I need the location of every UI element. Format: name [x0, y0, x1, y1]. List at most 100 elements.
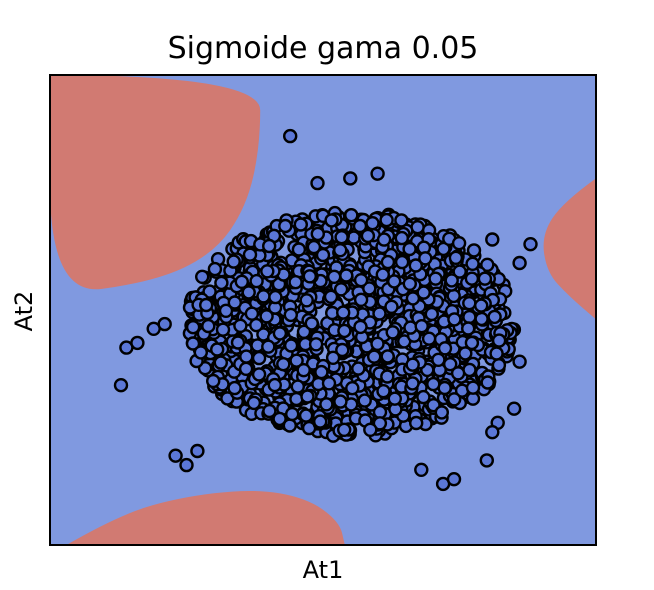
data-point	[405, 376, 420, 391]
chart-title: Sigmoide gama 0.05	[168, 31, 479, 66]
data-point	[443, 357, 458, 372]
data-point	[157, 316, 172, 332]
data-point	[227, 380, 242, 396]
data-point	[353, 292, 369, 307]
data-point	[376, 232, 392, 247]
data-point	[272, 411, 287, 427]
data-point	[334, 229, 349, 245]
data-point	[480, 375, 495, 390]
data-point	[462, 362, 477, 378]
data-point	[234, 274, 250, 289]
x-axis-label: At1	[303, 556, 344, 584]
data-point	[480, 257, 495, 272]
decision-region-right	[543, 178, 596, 320]
data-point	[353, 319, 368, 335]
data-point	[256, 289, 271, 304]
data-point	[394, 254, 410, 270]
data-point	[230, 335, 246, 350]
data-point	[464, 335, 480, 351]
data-point	[319, 397, 334, 412]
data-point	[372, 306, 387, 321]
data-point	[506, 401, 522, 416]
data-point	[333, 282, 349, 297]
data-point	[367, 349, 382, 364]
data-point	[384, 299, 399, 314]
data-point	[262, 403, 277, 419]
data-point	[283, 128, 298, 144]
data-point	[402, 241, 417, 257]
data-point	[233, 318, 248, 333]
data-point	[428, 271, 443, 286]
data-point	[268, 289, 283, 305]
data-point	[474, 298, 489, 313]
data-point	[485, 425, 500, 440]
data-point	[402, 276, 417, 291]
data-point	[414, 319, 429, 334]
data-point	[190, 443, 205, 459]
data-point	[351, 361, 366, 376]
data-point	[296, 363, 311, 378]
data-point	[360, 228, 376, 244]
decision-region-top-left	[50, 75, 261, 290]
data-point	[185, 336, 201, 351]
data-point	[418, 251, 433, 266]
data-point	[267, 377, 282, 393]
data-point	[434, 405, 449, 420]
data-point	[214, 275, 229, 291]
data-point	[293, 217, 308, 232]
data-point	[465, 256, 480, 271]
data-point	[370, 336, 385, 351]
data-point	[466, 243, 482, 258]
data-point	[261, 339, 276, 354]
data-point	[409, 415, 424, 431]
data-point	[249, 273, 264, 289]
data-point	[251, 367, 267, 382]
data-point	[450, 366, 466, 381]
data-point	[241, 285, 256, 300]
data-point	[215, 322, 231, 337]
data-point	[227, 295, 243, 310]
data-point	[333, 242, 348, 258]
data-point	[345, 381, 360, 396]
data-point	[380, 254, 396, 270]
data-point	[321, 376, 337, 391]
data-point	[325, 350, 341, 365]
data-point	[465, 380, 481, 395]
data-point	[461, 321, 476, 336]
data-point	[260, 264, 275, 279]
data-point	[213, 355, 229, 370]
data-point	[447, 392, 462, 407]
data-point	[226, 254, 241, 269]
data-point	[308, 337, 324, 352]
data-point	[380, 349, 395, 364]
data-point	[336, 305, 351, 320]
data-point	[394, 230, 409, 246]
data-point	[244, 306, 260, 321]
data-point	[489, 346, 504, 361]
data-point	[299, 293, 314, 308]
data-point	[523, 236, 538, 252]
data-point	[394, 213, 409, 228]
data-point	[209, 342, 225, 357]
data-point	[451, 235, 467, 251]
data-point	[421, 331, 437, 346]
data-point	[405, 357, 420, 372]
data-point	[414, 462, 429, 477]
data-point	[437, 341, 453, 356]
data-point	[315, 247, 331, 263]
data-point	[239, 349, 254, 364]
data-point	[375, 267, 390, 282]
data-point	[207, 261, 223, 277]
data-point	[344, 207, 359, 223]
data-point	[291, 242, 307, 257]
data-point	[491, 333, 507, 348]
data-point	[405, 291, 421, 306]
data-point	[323, 289, 339, 304]
data-point	[290, 379, 305, 394]
data-point	[447, 312, 462, 327]
data-point	[327, 269, 342, 284]
data-point	[298, 408, 314, 423]
data-point	[193, 345, 209, 360]
data-point	[198, 297, 214, 313]
data-point	[477, 271, 493, 286]
